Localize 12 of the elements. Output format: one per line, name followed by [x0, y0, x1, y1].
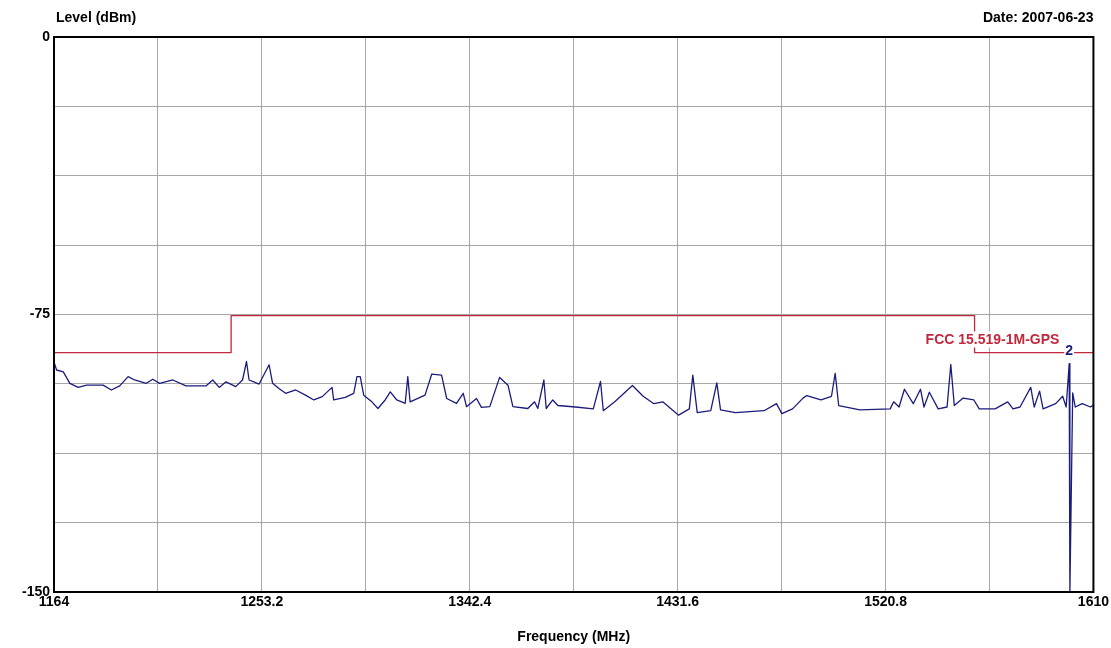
y-axis-title: Level (dBm): [56, 8, 137, 25]
annotation: 2: [1065, 341, 1074, 358]
y-tick-label: -75: [29, 305, 51, 322]
series-label: FCC 15.519-1M-GPS: [925, 331, 1060, 348]
x-tick-label: 1431.6: [656, 593, 700, 610]
x-tick-label: 1610: [1077, 593, 1110, 610]
x-tick-label: 1253.2: [240, 593, 284, 610]
x-tick-label: 1520.8: [864, 593, 908, 610]
text: Date: 2007-06-23: [982, 8, 1094, 25]
y-tick-label: 0: [42, 27, 51, 44]
x-axis-title: Frequency (MHz): [517, 627, 631, 644]
x-tick-label: 1342.4: [448, 593, 492, 610]
